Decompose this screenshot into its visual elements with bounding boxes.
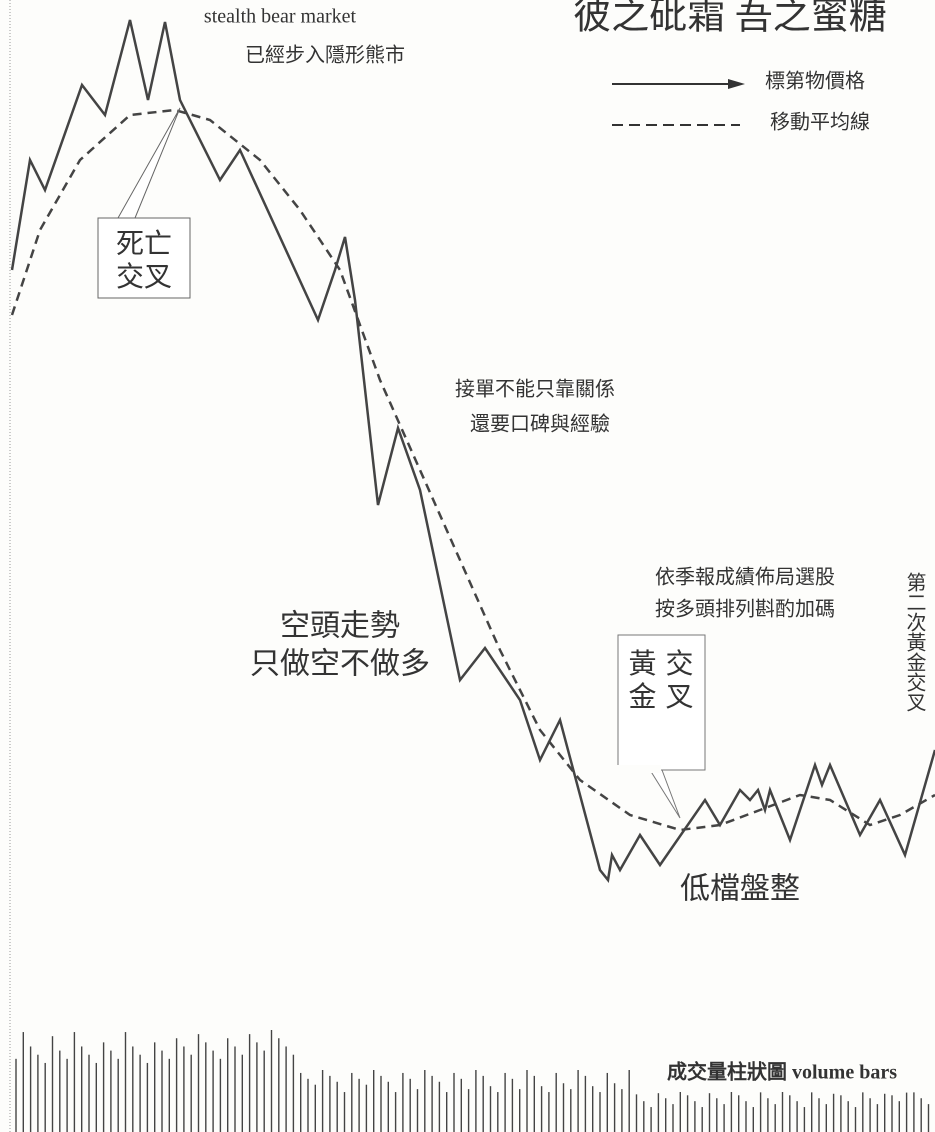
annotation: 空頭走勢 [280, 609, 400, 644]
vertical-annotation: 第二次黃金交叉 [903, 572, 927, 712]
title: 彼之砒霜 吾之蜜糖 [573, 0, 887, 38]
annotation: 低檔盤整 [680, 872, 800, 907]
top-note: 已經步入隱形熊市 [245, 43, 405, 67]
price-line [10, 19, 935, 883]
legend-entry: 標第物價格 [765, 69, 865, 93]
annotation: 依季報成績佈局選股 [655, 565, 835, 589]
callout-text: 交叉 [116, 260, 172, 293]
legend-arrow [728, 79, 745, 89]
volume-bars [15, 1030, 930, 1132]
legend-entry: 移動平均線 [770, 110, 870, 134]
callout-text: 死亡 [116, 227, 172, 260]
annotation: 按多頭排列斟酌加碼 [655, 597, 835, 621]
volume-label: 成交量柱狀圖 volume bars [667, 1060, 897, 1084]
callout-gap [617, 765, 661, 773]
moving-average-line [10, 108, 935, 832]
callout-box [617, 634, 706, 819]
callout-box [97, 107, 191, 299]
annotation: 只做空不做多 [250, 647, 430, 682]
callout-text: 金 叉 [629, 680, 694, 713]
callout-text: 黃 交 [629, 647, 694, 680]
label-backdrop [632, 1055, 935, 1091]
annotation: 接單不能只靠關係 [455, 377, 615, 401]
annotation: 還要口碑與經驗 [470, 412, 610, 436]
top-note: stealth bear market [204, 6, 357, 28]
